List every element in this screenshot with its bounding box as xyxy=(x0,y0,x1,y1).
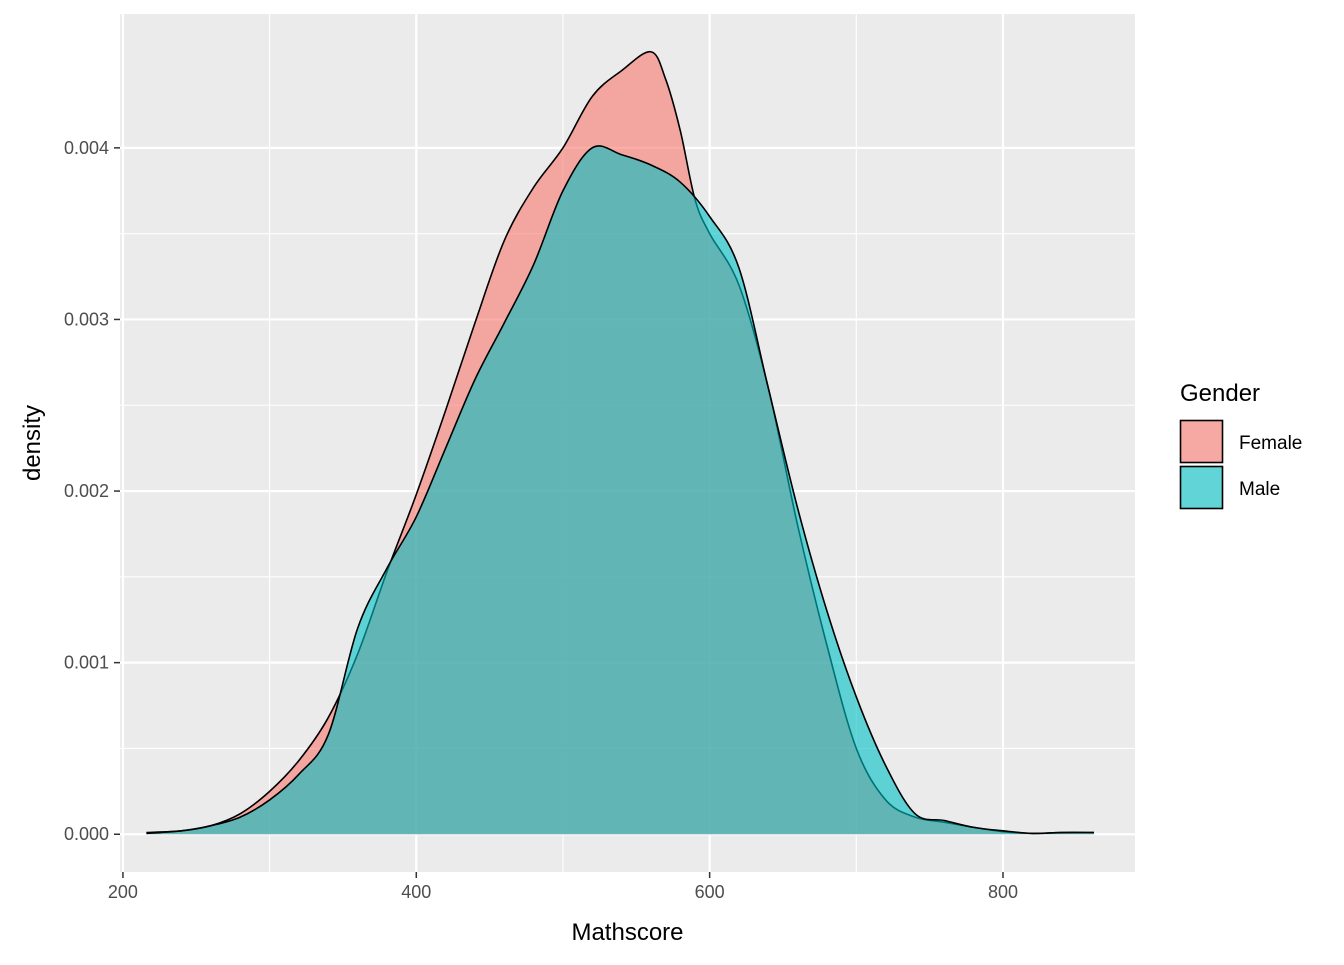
legend-items: Female Male xyxy=(1179,419,1302,510)
density-area-male xyxy=(146,145,1094,835)
y-tick-label: 0.000 xyxy=(64,824,109,844)
x-tick-label: 600 xyxy=(695,882,725,902)
density-outline-male xyxy=(146,145,1094,835)
legend-swatch-male xyxy=(1179,465,1224,510)
legend-swatch-female xyxy=(1179,419,1224,464)
y-tick-label: 0.004 xyxy=(64,138,109,158)
y-axis-title: density xyxy=(19,405,46,481)
legend-item-male: Male xyxy=(1179,465,1280,510)
legend: Gender Female Male xyxy=(1179,380,1302,510)
legend-item-female: Female xyxy=(1179,419,1302,464)
legend-label-male: Male xyxy=(1239,479,1280,500)
legend-label-female: Female xyxy=(1239,433,1302,454)
x-tick-label: 800 xyxy=(988,882,1018,902)
x-tick-label: 200 xyxy=(108,882,138,902)
x-axis: 200 400 600 800 xyxy=(108,872,1018,902)
y-tick-label: 0.001 xyxy=(64,653,109,673)
legend-title: Gender xyxy=(1180,380,1260,407)
y-axis: 0.000 0.001 0.002 0.003 0.004 xyxy=(64,138,120,844)
y-tick-label: 0.003 xyxy=(64,309,109,329)
y-tick-label: 0.002 xyxy=(64,481,109,501)
density-areas xyxy=(146,50,1094,835)
x-tick-label: 400 xyxy=(401,882,431,902)
x-axis-title: Mathscore xyxy=(571,919,683,946)
